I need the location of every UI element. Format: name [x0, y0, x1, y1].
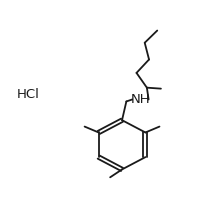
Text: HCl: HCl: [17, 88, 40, 101]
Text: NH: NH: [131, 93, 150, 106]
